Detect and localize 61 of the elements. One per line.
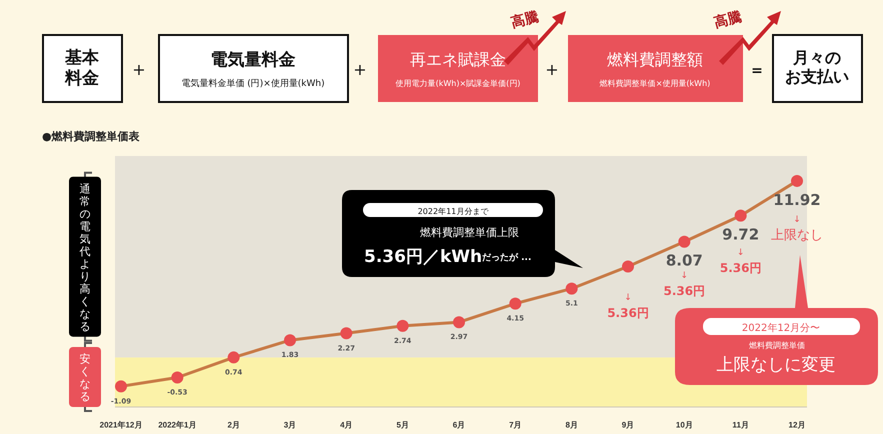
annotation: 5.36円／kWh bbox=[364, 247, 482, 267]
data-label: 8.07 bbox=[666, 252, 703, 270]
data-label: 11.92 bbox=[773, 190, 821, 209]
point bbox=[171, 371, 184, 384]
text: 電気量料金単価 (円)×使用量(kWh) bbox=[181, 78, 325, 89]
annotation: ↓ bbox=[736, 248, 744, 258]
text: 燃料費調整単価×使用量(kWh) bbox=[600, 79, 710, 88]
text: + bbox=[545, 60, 559, 79]
annotation: 2022年11月分まで bbox=[418, 207, 490, 216]
text: 高騰 bbox=[509, 8, 541, 32]
text: 基本料金 bbox=[64, 48, 100, 88]
point bbox=[566, 282, 578, 295]
text: 電気量料金 bbox=[210, 50, 296, 70]
annotation: 上限なし bbox=[771, 228, 823, 243]
x-tick-label: 3月 bbox=[284, 420, 296, 430]
x-tick-label: 12月 bbox=[788, 420, 806, 430]
text: + bbox=[353, 60, 367, 79]
x-tick-label: 10月 bbox=[676, 420, 693, 430]
x-tick-label: 5月 bbox=[396, 420, 409, 430]
point bbox=[284, 334, 296, 346]
x-tick-label: 9月 bbox=[622, 420, 634, 430]
point bbox=[622, 260, 634, 273]
x-tick-label: 2022年1月 bbox=[158, 420, 196, 430]
text: 高騰 bbox=[712, 8, 744, 32]
point bbox=[791, 174, 803, 187]
annotation: 5.36円 bbox=[720, 261, 762, 275]
text: 燃料費調整額 bbox=[607, 50, 703, 69]
x-tick-label: 2021年12月 bbox=[100, 420, 142, 430]
annotation: だったが ... bbox=[482, 252, 532, 263]
point bbox=[509, 298, 522, 310]
text: = bbox=[751, 63, 763, 79]
x-tick-label: 7月 bbox=[509, 420, 522, 430]
annotation: 5.36円 bbox=[664, 284, 706, 298]
chart-title: ●燃料費調整単価表 bbox=[42, 130, 141, 143]
point bbox=[734, 210, 747, 222]
x-tick-label: 8月 bbox=[565, 420, 578, 430]
band-label: 安くなる bbox=[80, 352, 90, 404]
annotation: ↓ bbox=[680, 271, 688, 281]
point bbox=[396, 320, 409, 332]
text: 通常の電気代より高くなる bbox=[80, 182, 90, 333]
annotation: ↓ bbox=[793, 215, 801, 225]
annotation: 燃料費調整単価 bbox=[749, 341, 805, 350]
x-tick-label: 2月 bbox=[227, 420, 240, 430]
x-tick-label: 6月 bbox=[452, 420, 466, 430]
point bbox=[340, 327, 352, 340]
data-label: 9.72 bbox=[722, 226, 760, 244]
annotation: ↓ bbox=[624, 293, 632, 303]
x-tick-label: 11月 bbox=[732, 420, 749, 430]
text: + bbox=[132, 60, 146, 79]
annotation: 5.36円 bbox=[607, 306, 649, 320]
text: 使用電力量(kWh)×賦課金単価(円) bbox=[396, 79, 520, 88]
point bbox=[453, 316, 465, 328]
text: 月々のお支払い bbox=[785, 48, 849, 86]
x-tick-label: 4月 bbox=[340, 420, 353, 430]
annotation: 上限なしに変更 bbox=[716, 355, 836, 375]
annotation: 2022年12月分〜 bbox=[742, 322, 820, 334]
text: 再エネ賦課金 bbox=[410, 50, 506, 69]
point bbox=[228, 351, 240, 364]
annotation: 燃料費調整単価上限 bbox=[420, 226, 519, 239]
point bbox=[678, 236, 690, 248]
point bbox=[115, 380, 127, 392]
